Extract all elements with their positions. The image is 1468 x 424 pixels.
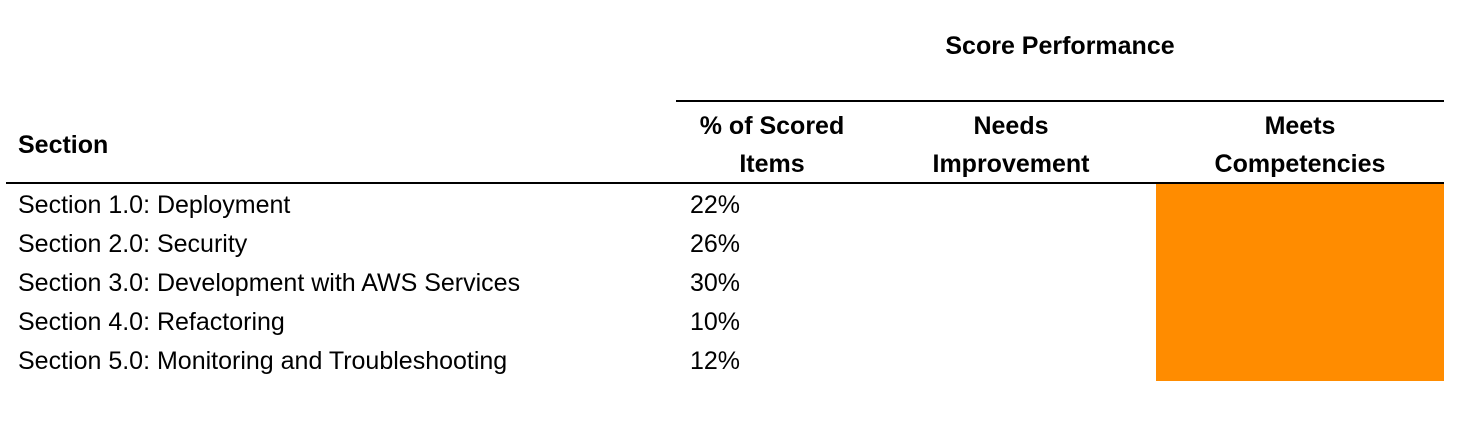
section-pct: 10% xyxy=(690,308,741,336)
score-performance-rule xyxy=(676,100,1444,102)
pct-header-line2: Items xyxy=(739,150,805,178)
meets-header-line1: Meets xyxy=(1264,112,1336,140)
section-name: Section 5.0: Monitoring and Troubleshoot… xyxy=(18,347,508,375)
header-rule xyxy=(6,182,1444,184)
meets-competencies-indicator xyxy=(1156,184,1444,381)
pct-scored-items-header: % of Scored Items xyxy=(680,107,864,183)
table-row: Section 2.0: Security 26% xyxy=(0,225,1468,264)
section-name: Section 1.0: Deployment xyxy=(18,191,291,219)
section-rows: Section 1.0: Deployment 22% Section 2.0:… xyxy=(0,186,1468,381)
section-pct: 22% xyxy=(690,191,741,219)
section-pct: 26% xyxy=(690,230,741,258)
table-row: Section 3.0: Development with AWS Servic… xyxy=(0,264,1468,303)
section-name: Section 2.0: Security xyxy=(18,230,248,258)
section-pct: 30% xyxy=(690,269,741,297)
meets-header-line2: Competencies xyxy=(1214,150,1386,178)
table-row: Section 4.0: Refactoring 10% xyxy=(0,303,1468,342)
table-row: Section 5.0: Monitoring and Troubleshoot… xyxy=(0,342,1468,381)
needs-header-line1: Needs xyxy=(973,112,1049,140)
needs-improvement-header: Needs Improvement xyxy=(900,107,1122,183)
pct-header-line1: % of Scored xyxy=(699,112,845,140)
meets-competencies-header: Meets Competencies xyxy=(1170,107,1430,183)
section-column-header: Section xyxy=(18,131,109,159)
section-name: Section 4.0: Refactoring xyxy=(18,308,285,336)
section-pct: 12% xyxy=(690,347,741,375)
needs-header-line2: Improvement xyxy=(932,150,1090,178)
section-name: Section 3.0: Development with AWS Servic… xyxy=(18,269,521,297)
score-performance-title: Score Performance xyxy=(945,32,1175,60)
table-row: Section 1.0: Deployment 22% xyxy=(0,186,1468,225)
